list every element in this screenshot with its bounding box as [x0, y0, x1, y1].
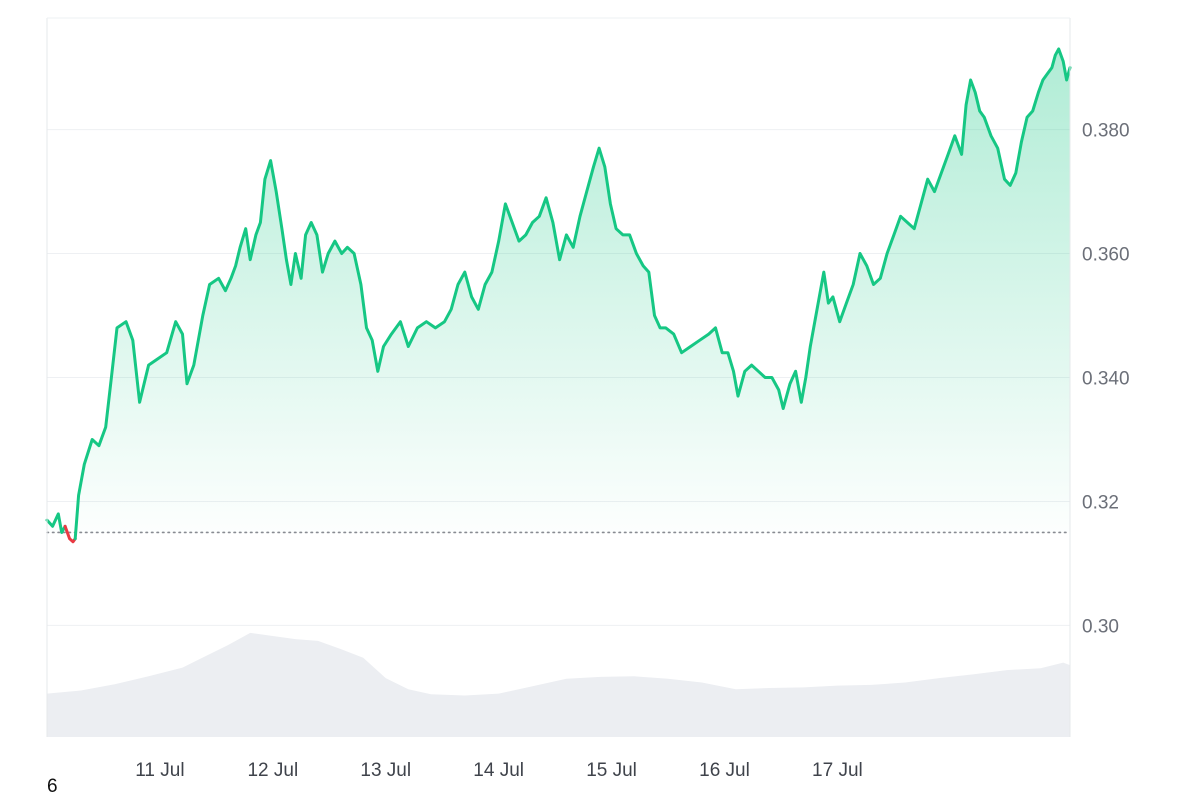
x-tick-label-0: 11 Jul [135, 760, 184, 781]
y-tick-label-2: 0.340 [1082, 369, 1130, 390]
x-tick-label-1: 12 Jul [247, 760, 298, 781]
x-tick-label-5: 16 Jul [699, 760, 750, 781]
x-axis-ticks: 11 Jul 12 Jul 13 Jul 14 Jul 15 Jul 16 Jul 17 J… [135, 760, 862, 781]
y-axis-ticks: 0.30 0.32 0.340 0.360 0.380 [1082, 121, 1130, 638]
price-line [45, 47, 1072, 544]
price-area-fill [47, 49, 1070, 533]
y-tick-label-4: 0.380 [1082, 121, 1130, 142]
price-area-shape [47, 49, 1070, 533]
x-tick-label-2: 13 Jul [360, 760, 411, 781]
price-line-segment-2 [73, 47, 1072, 541]
price-line-segment-0 [45, 512, 67, 534]
x-tick-label-3: 14 Jul [473, 760, 524, 781]
price-line-segment-1 [63, 524, 77, 544]
y-tick-label-0: 0.30 [1082, 616, 1119, 637]
x-tick-label-6: 17 Jul [812, 760, 863, 781]
volume-shape [47, 632, 1070, 737]
x-tick-label-4: 15 Jul [586, 760, 637, 781]
y-tick-label-3: 0.360 [1082, 245, 1130, 266]
volume-area [47, 632, 1070, 737]
plot-frame [46, 17, 1071, 737]
y-tick-label-1: 0.32 [1082, 492, 1119, 513]
corner-label: 6 [47, 776, 58, 797]
